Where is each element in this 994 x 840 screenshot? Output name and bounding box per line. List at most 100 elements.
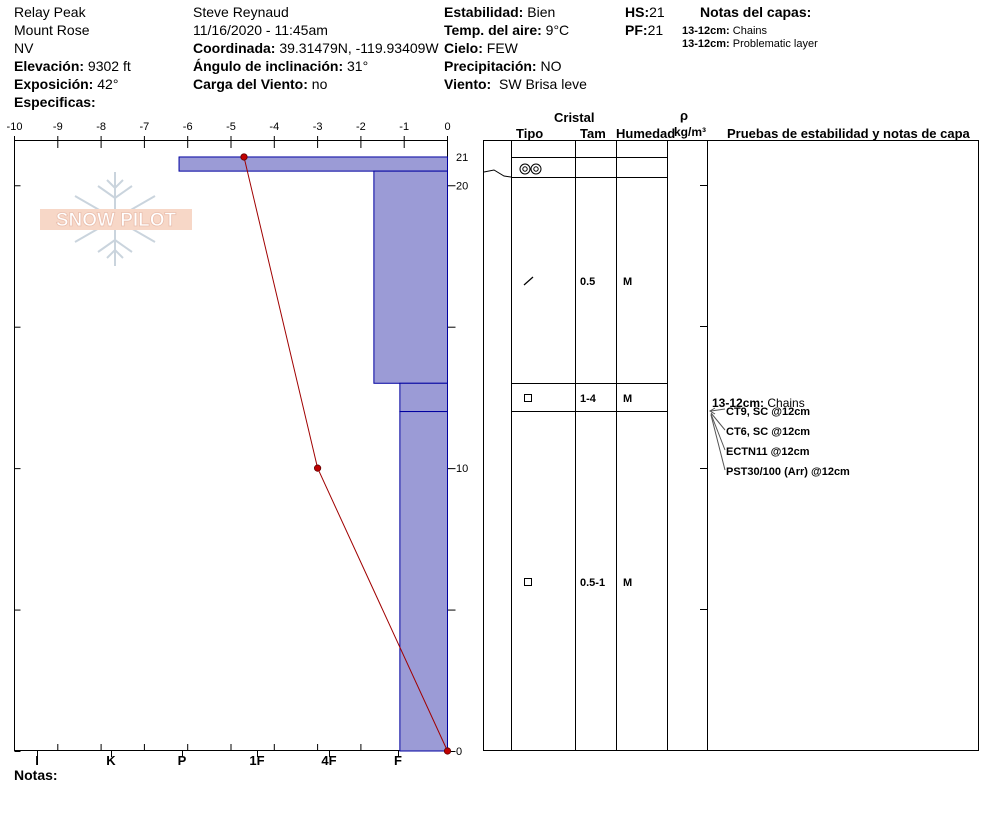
wind-value: SW [498,76,522,92]
faceted-icon [524,578,532,586]
hardness-bar [399,411,448,752]
temp-tick-label: -8 [96,121,106,133]
depth-label: 0 [456,746,462,758]
tam-header: Tam [580,126,606,141]
snowpilot-logo: SNOW PILOT [40,172,192,266]
temp-tick-label: -9 [53,121,63,133]
slope-row: Ángulo de inclinación: 31° [193,58,368,74]
obs-datetime: 11/16/2020 - 11:45am [193,22,328,38]
temp-point [313,464,322,472]
elevation-label: Elevación: [14,58,85,74]
layer-size: 0.5 [580,276,596,288]
slope-label: Ángulo de inclinación: [193,58,344,74]
layer-note-1-depth: 13-12cm: [682,25,730,37]
precip-label: Precipitación: [444,58,537,74]
elevation-row: Elevación: 9302 ft [14,58,131,74]
hardness-label: 4F [321,753,336,768]
windload-value: no [311,76,328,92]
tests-header: Pruebas de estabilidad y notas de capa [727,126,970,141]
layer-connector [483,169,512,178]
stability-value: Bien [527,4,556,20]
table-column-lines [511,140,708,751]
cristal-header: Cristal [554,110,595,125]
temp-tick-label: -1 [399,121,409,133]
sky-label: Cielo: [444,40,483,56]
temp-point [443,747,452,755]
range-name: Mount Rose [14,22,90,38]
temp-tick-label: 0 [444,121,450,133]
temp-tick-label: -2 [356,121,366,133]
hs-row: HS:21 [625,4,665,20]
slope-value: 31° [347,58,369,74]
layer-note-1-text: Chains [732,25,768,37]
layer-moisture: M [623,393,633,405]
elevation-value: 9302 ft [87,58,131,74]
table-layer-lines [511,157,667,412]
stability-test: ECTN11 @12cm [726,446,810,458]
pf-row: PF:21 [625,22,663,38]
layer-note-2-text: Problematic layer [732,38,818,50]
layer-notes-title: Notas del capas: [700,4,812,20]
layer-note-2: 13-12cm: Problematic layer [682,38,818,50]
hs-value: 21 [649,4,665,20]
stability-test: PST30/100 (Arr) @12cm [726,466,850,478]
depth-label: 21 [456,152,468,164]
airtemp-label: Temp. del aire: [444,22,542,38]
temp-tick-label: -3 [313,121,323,133]
coord-value: 39.31479N, -119.93409W [279,40,439,56]
specifics-label: Especificas: [14,94,96,110]
stability-label: Estabilidad: [444,4,524,20]
layer-note-1: 13-12cm: Chains [682,25,767,37]
test-note: 13-12cm: Chains [712,397,805,410]
hardness-bar [373,170,449,384]
test-note-text: Chains [767,396,805,410]
precip-row: Precipitación: NO [444,58,561,74]
aspect-row: Exposición: 42° [14,76,118,92]
hardness-label: 1F [249,753,264,768]
airtemp-value: 9°C [545,22,570,38]
aspect-value: 42° [97,76,119,92]
stability-row: Estabilidad: Bien [444,4,555,20]
temp-tick-label: -5 [226,121,236,133]
coord-label: Coordinada: [193,40,276,56]
layer-size: 0.5-1 [580,577,606,589]
layer-size: 1-4 [580,393,596,405]
wind-label: Viento: [444,76,492,92]
pf-label: PF: [625,22,648,38]
temp-tick-label: -6 [183,121,193,133]
rho-header: ρ [680,108,689,123]
stability-test: CT9, SC @12cm [726,406,811,418]
layer-note-2-depth: 13-12cm: [682,38,730,50]
stability-test: CT6, SC @12cm [726,426,811,438]
windload-label: Carga del Viento: [193,76,308,92]
hardness-label: K [106,753,116,768]
temperature-axis: -10 -9 -8 -7 -6 -5 -4 -3 -2 -1 0 [7,121,451,751]
logo-band [40,209,192,230]
wind-desc: Brisa leve [525,76,587,92]
faceted-icon [524,394,532,402]
coord-row: Coordinada: 39.31479N, -119.93409W [193,40,439,56]
hs-label: HS: [625,4,650,20]
hardness-bar [178,156,448,172]
site-name: Relay Peak [14,4,86,20]
hardness-bar [399,382,448,413]
sky-row: Cielo: FEW [444,40,518,56]
windload-row: Carga del Viento: no [193,76,327,92]
density-unit: kg/m³ [674,125,707,139]
temp-tick-label: -4 [269,121,279,133]
precip-value: NO [540,58,562,74]
test-note-depth: 13-12cm: [712,396,765,410]
hardness-label: F [394,753,402,768]
observer-name: Steve Reynaud [193,4,289,20]
temp-tick-label: -7 [140,121,150,133]
humedad-header: Humedad [616,126,676,141]
melt-forms-icon [519,163,542,175]
airtemp-row: Temp. del aire: 9°C [444,22,569,38]
layer-table-frame [483,140,979,751]
aspect-label: Exposición: [14,76,94,92]
wind-row: Viento: SW Brisa leve [444,76,587,92]
layer-moisture: M [623,577,633,589]
depth-label: 20 [456,180,468,192]
sky-value: FEW [486,40,518,56]
